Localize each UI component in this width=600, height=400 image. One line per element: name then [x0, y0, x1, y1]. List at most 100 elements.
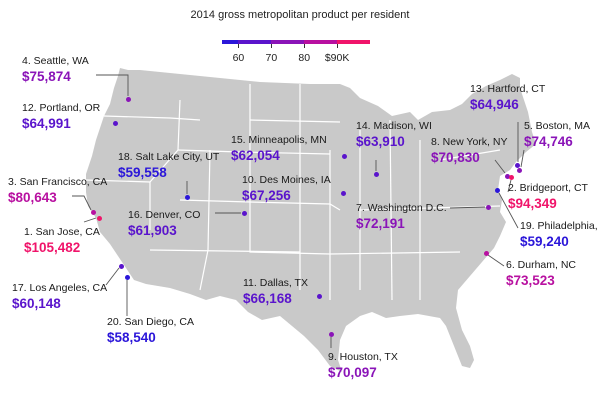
- city-label-san-francisco: 3. San Francisco, CA $80,643: [8, 177, 107, 204]
- leader-line-washington: [449, 206, 486, 209]
- legend-bin: [337, 40, 370, 44]
- legend-tick-label: 80: [298, 52, 311, 64]
- city-label-boston: 5. Boston, MA $74,746: [524, 121, 590, 148]
- leader-line-boston: [520, 149, 525, 168]
- city-dot-boston[interactable]: [516, 167, 522, 173]
- city-value: $94,349: [508, 195, 557, 211]
- legend-tick: [271, 44, 273, 48]
- city-value: $64,991: [22, 115, 71, 131]
- city-name: 15. Minneapolis, MN: [231, 134, 327, 146]
- city-value: $105,482: [24, 239, 81, 255]
- legend-bin: [238, 40, 272, 44]
- city-name: 2. Bridgeport, CT: [508, 182, 588, 194]
- city-dot-bridgeport[interactable]: [508, 174, 514, 180]
- leader-line-los-angeles: [105, 267, 120, 286]
- city-label-des-moines: 10. Des Moines, IA $67,256: [242, 175, 331, 202]
- city-name: 16. Denver, CO: [128, 209, 201, 221]
- city-dot-denver[interactable]: [241, 210, 247, 216]
- city-dot-new-york[interactable]: [504, 173, 510, 179]
- city-dot-salt-lake-city[interactable]: [184, 194, 190, 200]
- city-dot-dallas[interactable]: [316, 293, 322, 299]
- city-dot-philadelphia[interactable]: [494, 187, 500, 193]
- city-name: 8. New York, NY: [431, 136, 508, 148]
- city-dot-des-moines[interactable]: [340, 190, 346, 196]
- city-dot-washington[interactable]: [485, 204, 491, 210]
- city-label-durham: 6. Durham, NC $73,523: [506, 260, 576, 287]
- city-label-new-york: 8. New York, NY $70,830: [431, 137, 507, 164]
- city-name: 7. Washington D.C.: [356, 202, 447, 214]
- city-name: 14. Madison, WI: [356, 120, 432, 132]
- legend-bin: [304, 40, 338, 44]
- city-value: $63,910: [356, 133, 405, 149]
- legend-tick: [238, 44, 240, 48]
- city-value: $80,643: [8, 189, 57, 205]
- city-label-san-diego: 20. San Diego, CA $58,540: [107, 317, 194, 344]
- legend-bin: [271, 40, 305, 44]
- city-value: $61,903: [128, 222, 177, 238]
- city-name: 4. Seattle, WA: [22, 55, 89, 67]
- city-name: 6. Durham, NC: [506, 259, 577, 271]
- city-dot-san-jose[interactable]: [96, 215, 102, 221]
- city-name: 12. Portland, OR: [22, 102, 101, 114]
- us-landmass: [86, 68, 536, 372]
- leader-line-san-jose: [83, 217, 97, 223]
- legend-title: 2014 gross metropolitan product per resi…: [190, 9, 410, 21]
- leader-line-seattle: [96, 74, 129, 96]
- leader-line-san-francisco: [72, 195, 92, 211]
- city-value: $66,168: [243, 290, 292, 306]
- city-label-denver: 16. Denver, CO $61,903: [128, 210, 200, 237]
- city-dot-san-diego[interactable]: [124, 274, 130, 280]
- city-value: $75,874: [22, 68, 71, 84]
- city-value: $59,240: [520, 233, 569, 249]
- legend-bin: [222, 40, 239, 44]
- city-value: $58,540: [107, 329, 156, 345]
- city-name: 5. Boston, MA: [524, 120, 590, 132]
- city-dot-seattle[interactable]: [125, 96, 131, 102]
- city-value: $73,523: [506, 272, 555, 288]
- city-label-salt-lake-city: 18. Salt Lake City, UT $59,558: [118, 152, 219, 179]
- city-dot-minneapolis[interactable]: [341, 153, 347, 159]
- state-borders: [85, 84, 501, 301]
- leader-line-durham: [487, 254, 505, 267]
- city-label-hartford: 13. Hartford, CT $64,946: [470, 84, 545, 111]
- city-dot-los-angeles[interactable]: [118, 263, 124, 269]
- city-dot-madison[interactable]: [373, 171, 379, 177]
- city-label-minneapolis: 15. Minneapolis, MN $62,054: [231, 135, 327, 162]
- city-name: 1. San Jose, CA: [24, 226, 100, 238]
- city-dot-durham[interactable]: [483, 250, 489, 256]
- city-value: $74,746: [524, 133, 573, 149]
- city-label-san-jose: 1. San Jose, CA $105,482: [24, 227, 100, 254]
- city-value: $70,097: [328, 364, 377, 380]
- city-name: 20. San Diego, CA: [107, 316, 194, 328]
- city-value: $62,054: [231, 147, 280, 163]
- city-name: 18. Salt Lake City, UT: [118, 151, 220, 163]
- city-label-portland: 12. Portland, OR $64,991: [22, 103, 100, 130]
- city-value: $60,148: [12, 295, 61, 311]
- leader-line-philadelphia: [498, 192, 519, 229]
- legend-tick-label: $90K: [324, 52, 350, 64]
- city-value: $70,830: [431, 149, 480, 165]
- legend-tick: [337, 44, 339, 48]
- city-name: 13. Hartford, CT: [470, 83, 546, 95]
- city-dot-hartford[interactable]: [514, 162, 520, 168]
- city-name: 11. Dallas, TX: [243, 277, 308, 289]
- city-name: 9. Houston, TX: [328, 351, 398, 363]
- city-name: 19. Philadelphia, PA: [520, 220, 600, 232]
- city-value: $59,558: [118, 164, 167, 180]
- city-value: $64,946: [470, 96, 519, 112]
- legend-tick: [304, 44, 306, 48]
- city-dot-san-francisco[interactable]: [90, 209, 96, 215]
- legend-tick-label: 60: [232, 52, 245, 64]
- city-dot-houston[interactable]: [328, 331, 334, 337]
- city-value: $67,256: [242, 187, 291, 203]
- city-name: 17. Los Angeles, CA: [12, 282, 108, 294]
- leader-line-new-york: [494, 159, 506, 174]
- city-label-seattle: 4. Seattle, WA $75,874: [22, 56, 89, 83]
- city-name: 10. Des Moines, IA: [242, 174, 331, 186]
- city-name: 3. San Francisco, CA: [8, 176, 108, 188]
- city-value: $72,191: [356, 215, 405, 231]
- city-label-houston: 9. Houston, TX $70,097: [328, 352, 398, 379]
- city-dot-portland[interactable]: [112, 120, 118, 126]
